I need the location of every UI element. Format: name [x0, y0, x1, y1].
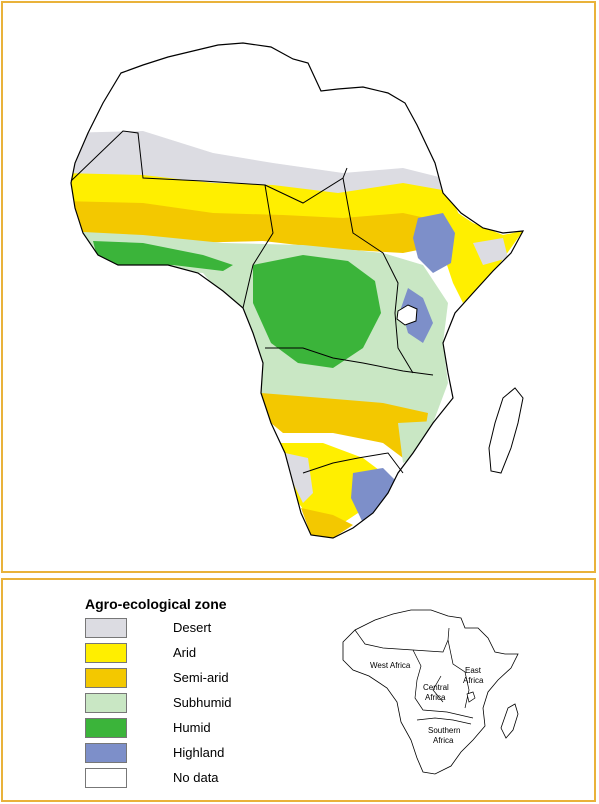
- zone-fills: [71, 43, 523, 538]
- zone-southeast-subhumid: [398, 421, 435, 463]
- inset-label-southern-1: Southern: [428, 726, 460, 735]
- legend-label-highland: Highland: [173, 745, 225, 760]
- inset-boundary-south: [416, 717, 472, 725]
- zone-highland-east: [401, 288, 433, 343]
- boundary-southern-inner: [302, 452, 404, 474]
- zone-east-desert: [473, 238, 508, 265]
- zone-north-nodata: [71, 43, 523, 143]
- boundary-east-central: [342, 177, 414, 374]
- legend-panel: Agro-ecological zone Desert Arid Semi-ar…: [1, 578, 596, 802]
- legend-label-desert: Desert: [173, 620, 212, 635]
- inset-label-central-2: Africa: [425, 693, 446, 702]
- legend-label-arid: Arid: [173, 645, 197, 660]
- inset-region-map: West Africa East Africa Central Africa S…: [342, 609, 519, 775]
- inset-label-east-1: East: [465, 666, 482, 675]
- zone-humid-west: [93, 241, 233, 271]
- map-panel: [1, 1, 596, 573]
- lake-victoria: [396, 304, 418, 326]
- legend-swatch-humid: [85, 718, 127, 738]
- zone-south-semiarid-cape: [301, 508, 353, 538]
- inset-label-central-1: Central: [423, 683, 449, 692]
- boundary-sahel-north: [264, 167, 348, 204]
- inset-label-southern-2: Africa: [433, 736, 454, 745]
- regional-boundaries: [70, 130, 434, 474]
- boundary-west-central: [70, 130, 274, 309]
- legend-swatch-arid: [85, 643, 127, 663]
- inset-label-east-2: Africa: [463, 676, 484, 685]
- legend-label-subhumid: Subhumid: [173, 695, 232, 710]
- legend-label-humid: Humid: [173, 720, 211, 735]
- zone-humid-congo: [253, 255, 381, 368]
- inset-lake-victoria: [466, 691, 476, 703]
- inset-boundary-fragments: [432, 675, 444, 703]
- zone-highland-ethiopia: [413, 213, 455, 273]
- madagascar-island: [488, 387, 524, 474]
- zone-south-desert: [285, 453, 313, 503]
- zone-south-semiarid: [261, 393, 428, 458]
- legend-label-no-data: No data: [173, 770, 219, 785]
- legend-swatch-no-data: [85, 768, 127, 788]
- legend-swatch-desert: [85, 618, 127, 638]
- inset-label-west-africa: West Africa: [370, 661, 411, 670]
- inset-africa-outline: [342, 609, 519, 775]
- legend-swatch-highland: [85, 743, 127, 763]
- inset-madagascar: [500, 703, 519, 739]
- legend-swatch-subhumid: [85, 693, 127, 713]
- africa-zone-map: [70, 42, 524, 539]
- inset-boundary-central: [412, 649, 474, 719]
- legend-label-semi-arid: Semi-arid: [173, 670, 229, 685]
- zone-south-highland: [351, 468, 398, 523]
- inset-outline-group: [342, 609, 519, 775]
- boundary-central-south: [265, 347, 434, 376]
- legend-title: Agro-ecological zone: [85, 596, 227, 612]
- legend-swatch-semi-arid: [85, 668, 127, 688]
